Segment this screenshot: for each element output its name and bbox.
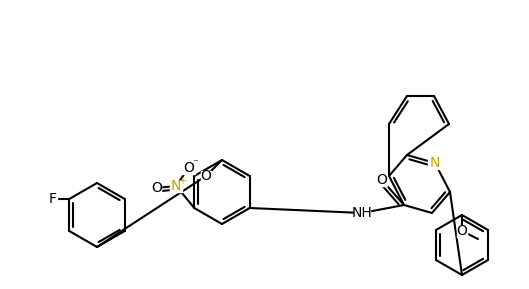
Text: F: F	[48, 192, 56, 206]
Bar	[47, 194, 57, 205]
Bar	[354, 208, 370, 218]
Bar	[377, 175, 387, 186]
Text: N: N	[430, 156, 440, 170]
Text: O: O	[457, 224, 468, 238]
Bar	[182, 162, 195, 173]
Text: N: N	[171, 179, 181, 193]
Bar	[170, 181, 183, 192]
Text: NH: NH	[352, 206, 372, 220]
Bar	[151, 182, 161, 194]
Text: O: O	[377, 173, 387, 187]
Text: O: O	[151, 181, 162, 195]
Bar	[428, 158, 442, 168]
Text: ⁻: ⁻	[193, 158, 198, 168]
Text: O: O	[200, 169, 212, 183]
Text: +: +	[178, 176, 186, 186]
Bar	[201, 171, 211, 181]
Bar	[457, 225, 467, 236]
Text: O: O	[183, 161, 194, 175]
